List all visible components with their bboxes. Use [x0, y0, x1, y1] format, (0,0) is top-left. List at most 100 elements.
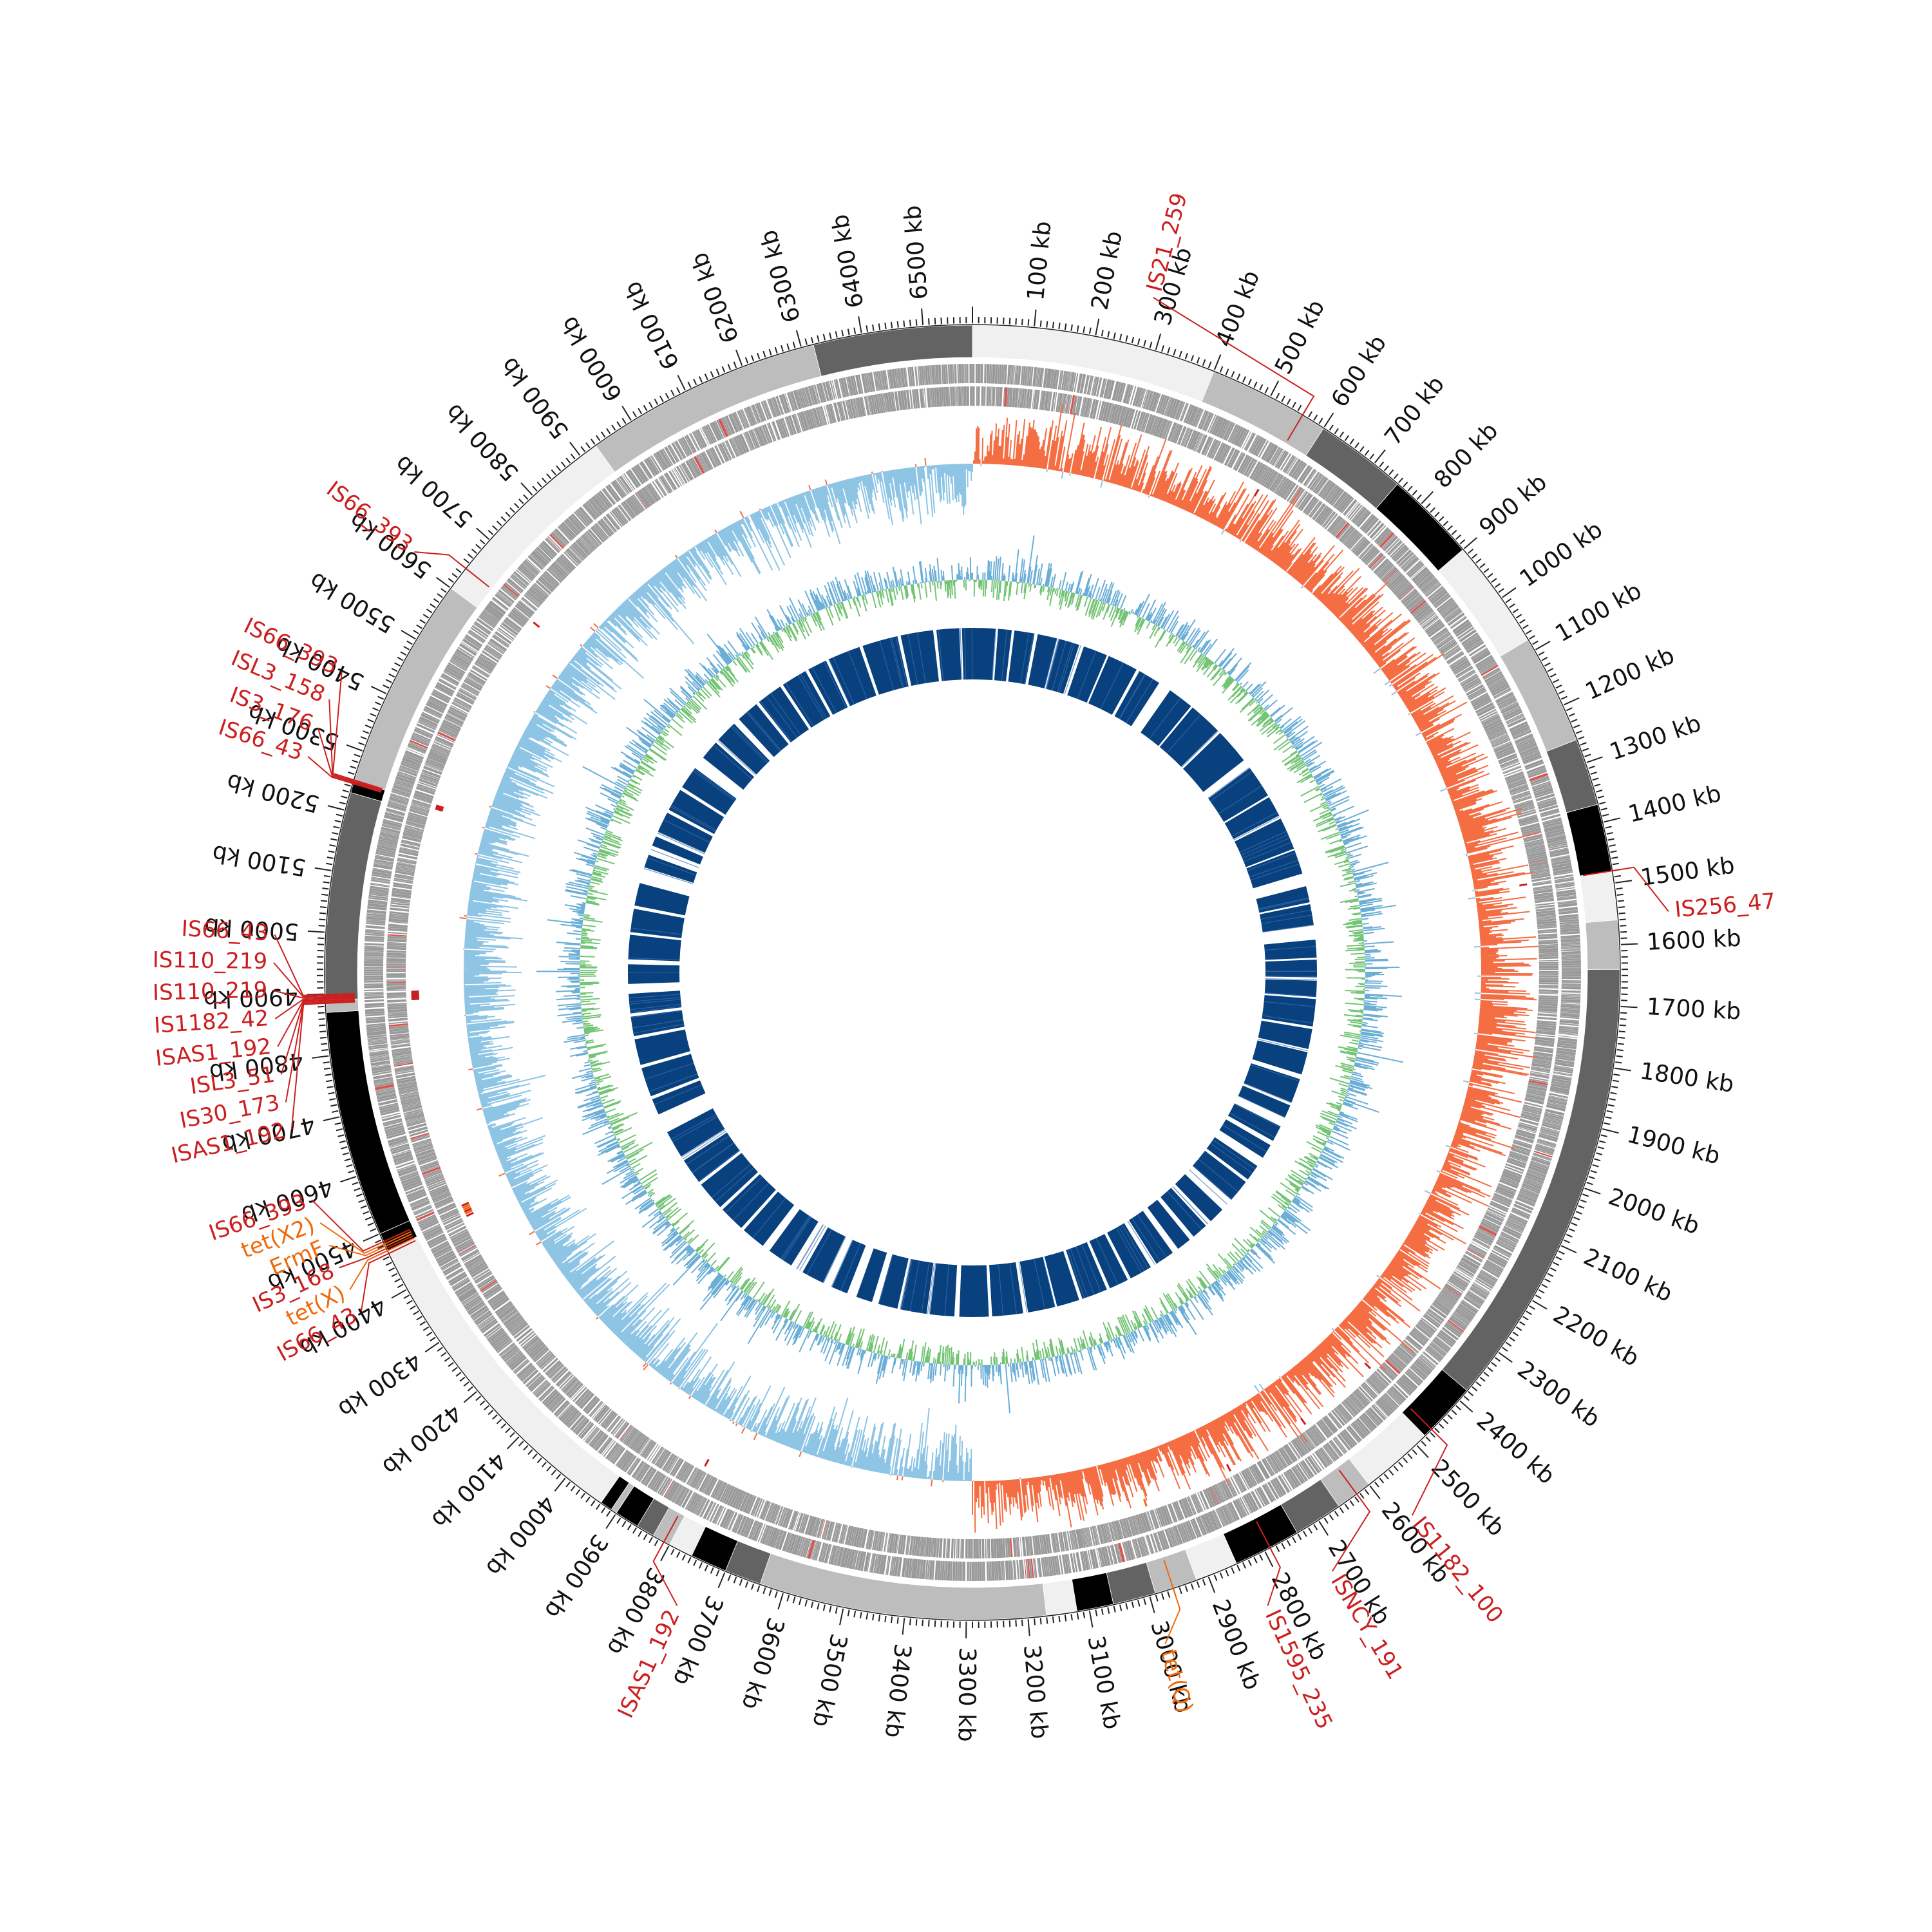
annotation-marker [462, 1204, 470, 1209]
ruler-tick-label: 2900 kb [1207, 1596, 1266, 1694]
annotation-marker [461, 1202, 469, 1207]
contig-segment [1579, 870, 1618, 923]
annotation-marker [1143, 1499, 1148, 1507]
gc-content-low [579, 579, 1366, 1366]
ruler-tick-label: 6200 kb [686, 249, 744, 346]
annotation-leader-line [1582, 866, 1669, 913]
gc-content-track [536, 535, 1404, 1414]
ruler-tick-label: 800 kb [1429, 418, 1503, 494]
ruler-tick-label: 200 kb [1086, 229, 1128, 312]
ruler-tick-label: 4300 kb [333, 1347, 426, 1423]
gc-skew-negative [463, 463, 1481, 1482]
contig-segment [813, 325, 973, 377]
annotation-marker [1519, 883, 1528, 887]
contig-ring [325, 325, 1620, 1620]
ruler-tick-label: 2000 kb [1605, 1184, 1703, 1240]
annotation-leader-line [307, 755, 382, 793]
annotation-leader-line [280, 999, 355, 1075]
ruler-tick-label: 6100 kb [620, 277, 685, 374]
ruler-tick-label: 1200 kb [1582, 642, 1679, 705]
ruler-tick-label: 3500 kb [807, 1631, 851, 1729]
ruler-tick-label: 6000 kb [556, 312, 628, 406]
ruler-tick-label: 1600 kb [1646, 925, 1741, 956]
contig-segment [1106, 1562, 1156, 1605]
cds-reverse-features [386, 386, 1559, 1558]
ruler-tick-label: 500 kb [1270, 296, 1330, 379]
annotation-leader-line [332, 671, 383, 790]
annotation-leader-line [329, 1233, 413, 1256]
contig-segment [1042, 1578, 1077, 1616]
core-genome-blocks [627, 627, 1318, 1317]
annotation-marker [1253, 488, 1260, 497]
annotation-leader-line [274, 990, 355, 999]
cds-forward-track [363, 363, 1582, 1582]
contig-segment [1071, 1572, 1114, 1612]
ruler-tick-label: 3200 kb [1018, 1643, 1052, 1740]
annotation-leader-line [274, 996, 355, 1019]
ruler-tick-label: 600 kb [1327, 330, 1392, 412]
annotation-marker [533, 621, 540, 628]
ruler-tick-label: 1500 kb [1639, 852, 1736, 891]
ruler-tick-label: 1000 kb [1515, 516, 1607, 592]
ruler-tick-label: 1900 kb [1625, 1121, 1723, 1170]
annotation-leader-line [273, 962, 355, 998]
core-genome-fine-lines [627, 627, 1318, 1316]
ruler-tick-label: 5800 kb [440, 399, 524, 486]
ruler-tick-label: 1700 kb [1646, 994, 1742, 1025]
annotation-marker [435, 808, 443, 812]
ruler-tick-label: 5000 kb [204, 913, 299, 945]
ruler-tick-label: 6300 kb [755, 227, 806, 325]
is-element-label: IS66_43 [181, 916, 269, 946]
annotation-marker [464, 1208, 472, 1213]
ruler-tick-label: 3100 kb [1082, 1634, 1125, 1732]
annotation-leader-line [274, 934, 355, 996]
annotation-marker [435, 804, 444, 809]
annotation-leader-line [349, 1237, 415, 1291]
annotation-marker [411, 996, 419, 998]
cds-reverse-track [386, 386, 1559, 1558]
is-element-label: IS256_47 [1674, 889, 1777, 923]
annotation-leader-line [328, 699, 383, 791]
gc-skew-track [459, 404, 1539, 1533]
ruler-tick-label: 3400 kb [880, 1642, 916, 1739]
annotation-leader-line [311, 1199, 411, 1252]
is-element-label: IS110_219 [152, 977, 267, 1006]
core-genome-ring [627, 627, 1318, 1317]
ruler-tick-label: 1100 kb [1551, 578, 1646, 648]
ruler-tick-label: 4000 kb [480, 1490, 560, 1580]
annotation-leader-line [319, 1222, 412, 1255]
annotation-leader-line [414, 551, 490, 588]
ruler-tick-label: 4200 kb [377, 1399, 466, 1480]
annotation-marker [463, 1206, 471, 1211]
ruler-tick-label: 3900 kb [539, 1530, 613, 1623]
ruler-tick-label: 3600 kb [736, 1615, 789, 1712]
annotation-leader-line [361, 1240, 416, 1312]
ruler-tick-label: 5500 kb [305, 567, 400, 638]
annotation-marker [435, 806, 444, 811]
ruler-tick-label: 5900 kb [496, 352, 574, 444]
annotation-marker [464, 1209, 473, 1215]
ruler-tick-label: 100 kb [1023, 220, 1057, 301]
ruler-tick-label: 4100 kb [426, 1447, 511, 1533]
contig-segment [1585, 920, 1620, 970]
ruler-tick-label: 2200 kb [1549, 1302, 1643, 1372]
gc-skew-positive [459, 404, 1539, 1533]
ruler-ticks [307, 307, 1638, 1638]
ruler-tick-label: 1300 kb [1606, 710, 1704, 766]
ruler-tick-label: 5700 kb [390, 450, 478, 533]
annotation-marker [466, 1211, 474, 1217]
annotation-leader-line [1410, 1408, 1448, 1516]
ruler-tick-label: 3700 kb [668, 1591, 728, 1689]
ruler-tick-label: 2300 kb [1512, 1356, 1604, 1433]
ruler-tick-label: 5200 kb [224, 768, 322, 817]
annotation-marker [704, 1459, 710, 1467]
annotation-leader-line [1256, 1521, 1281, 1606]
annotation-leader-line [317, 727, 382, 792]
ruler-tick-label: 6400 kb [827, 213, 869, 310]
ruler-tick-label: 2400 kb [1472, 1407, 1560, 1490]
annotation-leader-line [1163, 1560, 1181, 1645]
annotation-leader-line [277, 998, 355, 1047]
annotation-leader-line [1331, 1470, 1371, 1572]
annotation-marker [1226, 1464, 1232, 1472]
